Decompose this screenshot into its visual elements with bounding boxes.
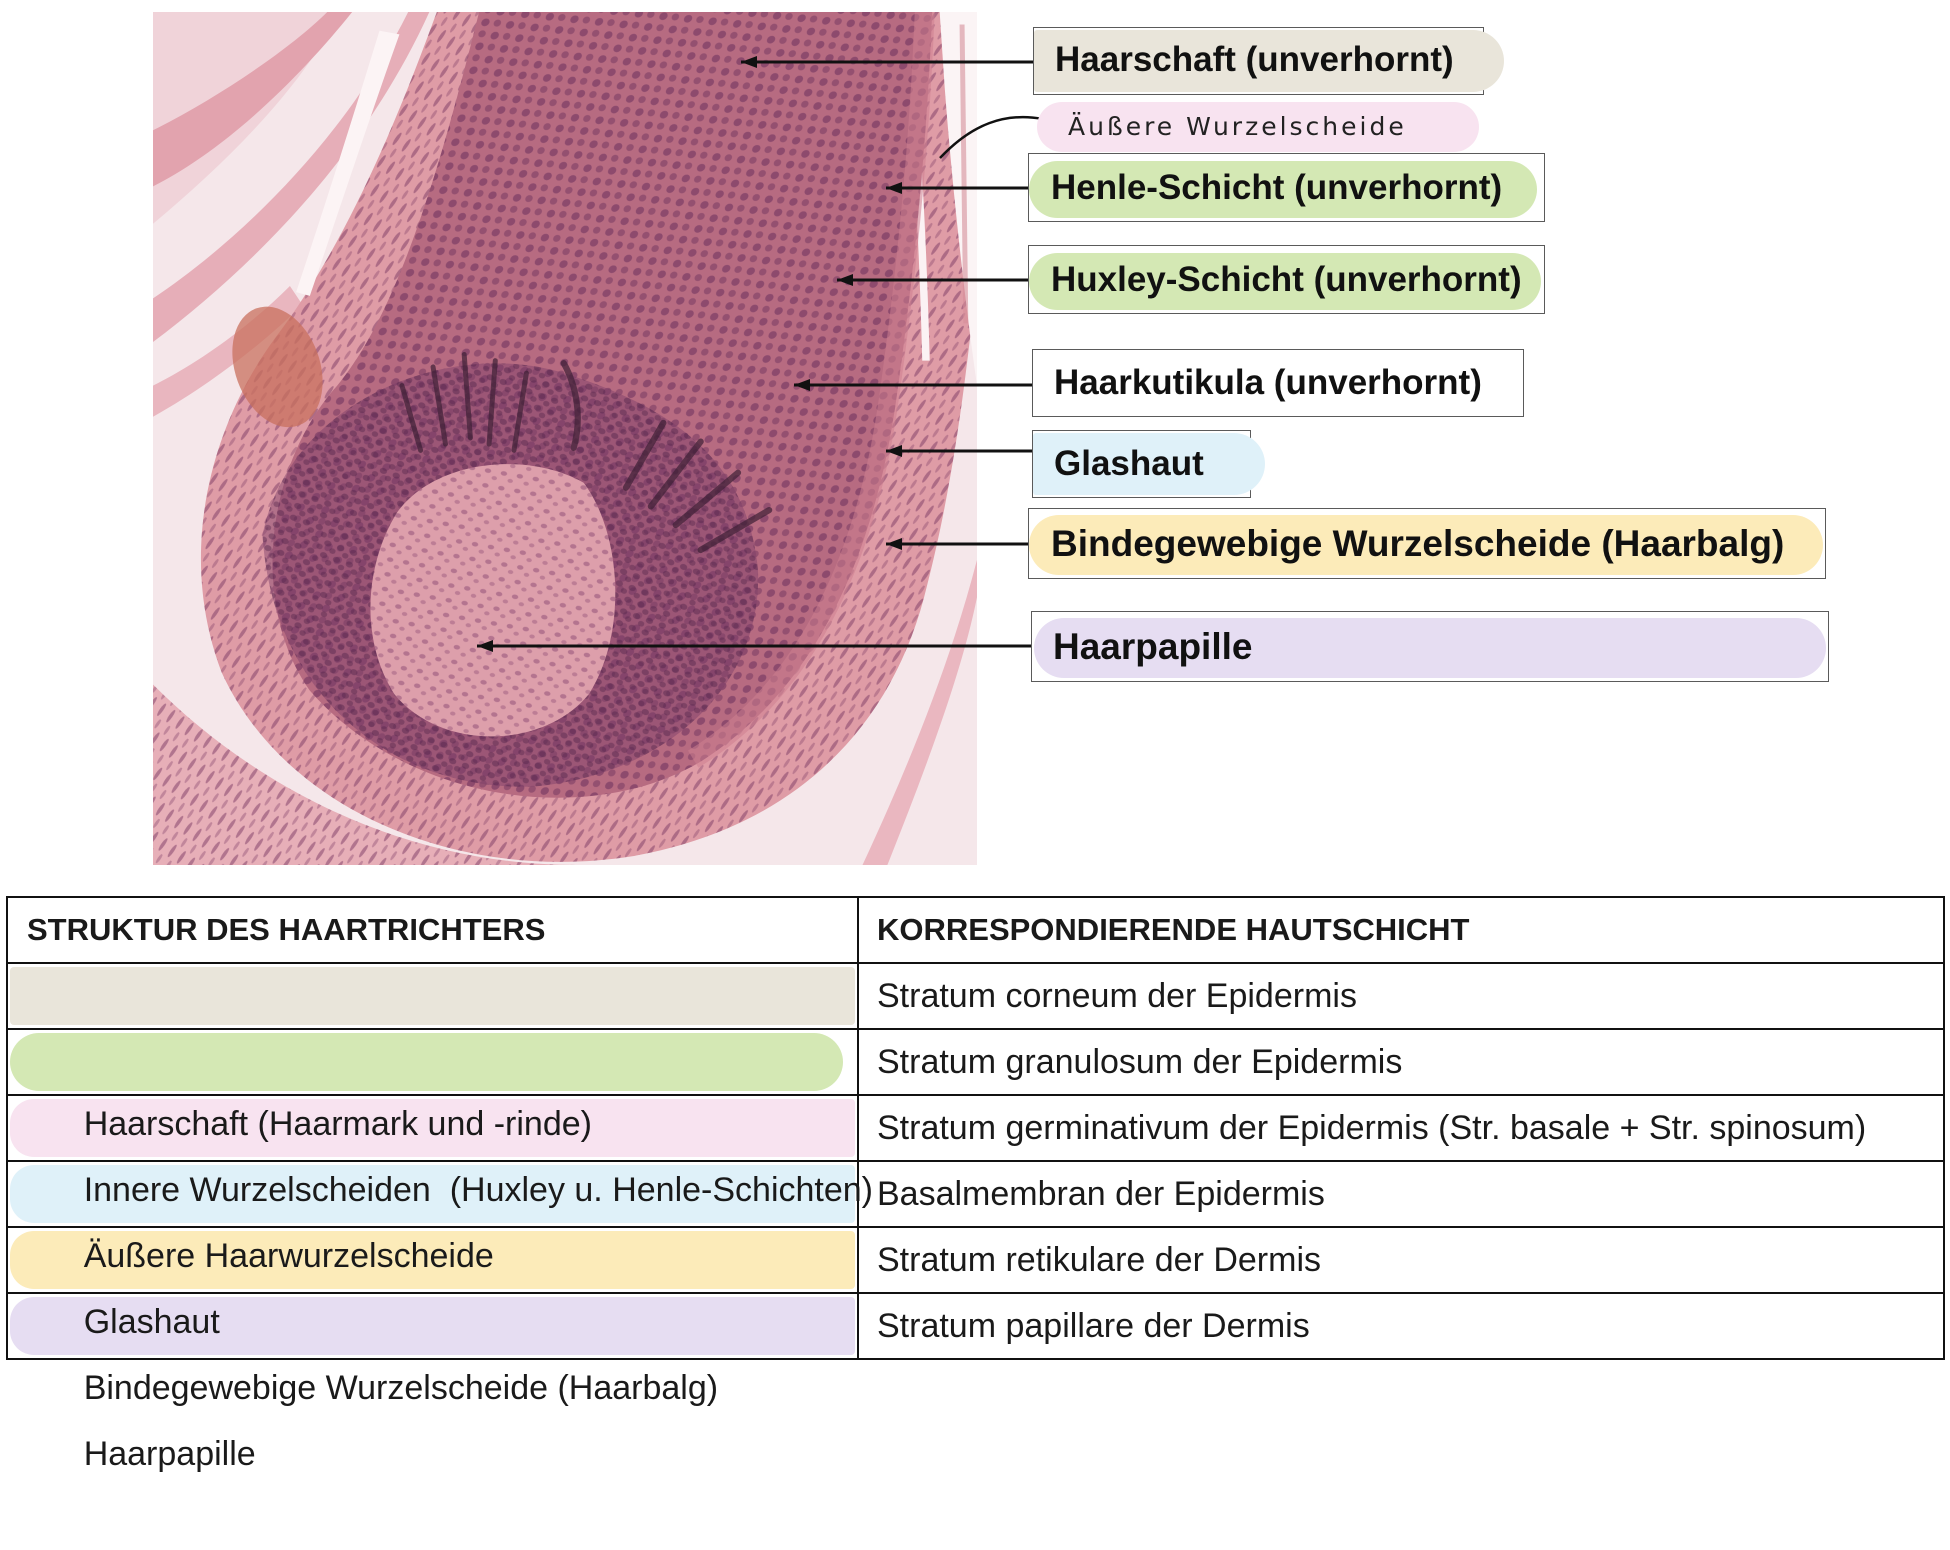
label-text: Glashaut (1054, 444, 1204, 483)
cell-highlight (10, 1099, 855, 1157)
hautschicht-cell: Stratum granulosum der Epidermis (877, 1043, 1403, 1081)
pigment-streaks (399, 351, 773, 554)
table-row: Innere Wurzelscheiden (Huxley u. Henle-S… (8, 1028, 1943, 1209)
label-text: Haarschaft (unverhornt) (1055, 40, 1454, 79)
struktur-cell: Innere Wurzelscheiden (Huxley u. Henle-S… (8, 1030, 873, 1209)
label-huxley-schicht: Huxley-Schicht (unverhornt) (1028, 245, 1545, 314)
label-highlight (1034, 618, 1826, 678)
struktur-cell: Äußere Haarwurzelscheide (8, 1096, 859, 1275)
label-highlight (1034, 30, 1504, 92)
struktur-cell: Haarschaft (Haarmark und -rinde) (8, 964, 859, 1143)
label-glashaut: Glashaut (1032, 430, 1265, 498)
label-highlight (1029, 515, 1823, 575)
hair-papilla (370, 464, 616, 737)
label-henle-schicht: Henle-Schicht (unverhornt) (1028, 153, 1545, 222)
hair-follicle-micrograph (153, 12, 977, 865)
struktur-text: Haarpapille (83, 1435, 256, 1473)
column-header-hautschicht: KORRESPONDIERENDE HAUTSCHICHT (877, 912, 1470, 947)
label-text: Haarpapille (1053, 626, 1253, 667)
cell-highlight (10, 1033, 843, 1091)
hautschicht-cell: Basalmembran der Epidermis (877, 1175, 1325, 1213)
cell-highlight (10, 1165, 855, 1223)
label-highlight (1033, 433, 1265, 495)
table-row: Äußere Haarwurzelscheide Stratum germina… (8, 1094, 1943, 1275)
hautschicht-cell: Stratum germinativum der Epidermis (Str.… (877, 1109, 1867, 1147)
struktur-text: Innere Wurzelscheiden (Huxley u. Henle-S… (83, 1171, 873, 1209)
comparison-table: STRUKTUR DES HAARTRICHTERS KORRESPONDIER… (6, 896, 1945, 1473)
label-highlight (1029, 161, 1537, 218)
label-haarschaft: Haarschaft (unverhornt) (1033, 27, 1504, 95)
cell-highlight (10, 1297, 855, 1355)
hautschicht-cell: Stratum papillare der Dermis (877, 1307, 1310, 1345)
label-text: Bindegewebige Wurzelscheide (Haarbalg) (1051, 523, 1785, 564)
hautschicht-cell: Stratum retikulare der Dermis (877, 1241, 1322, 1279)
table-row: Haarschaft (Haarmark und -rinde) Stratum… (8, 962, 1943, 1143)
label-haarpapille: Haarpapille (1031, 611, 1829, 682)
label-text: Haarkutikula (unverhornt) (1054, 363, 1482, 402)
label-text: Henle-Schicht (unverhornt) (1051, 168, 1503, 207)
hautschicht-cell: Stratum corneum der Epidermis (877, 977, 1357, 1015)
table-row: Glashaut Basalmembran der Epidermis (8, 1160, 1943, 1341)
cell-highlight (10, 1231, 855, 1289)
table-row: Haarpapille Stratum papillare der Dermis (8, 1292, 1943, 1473)
struktur-text: Äußere Haarwurzelscheide (83, 1237, 494, 1275)
struktur-text: Glashaut (83, 1303, 220, 1341)
label-aeussere-wurzelscheide: Äußere Wurzelscheide (1037, 102, 1479, 152)
column-header-struktur: STRUKTUR DES HAARTRICHTERS (8, 898, 859, 962)
label-haarkutikula: Haarkutikula (unverhornt) (1032, 349, 1524, 417)
struktur-cell: Glashaut (8, 1162, 859, 1341)
struktur-text: Bindegewebige Wurzelscheide (Haarbalg) (83, 1369, 719, 1407)
label-text: Äußere Wurzelscheide (1068, 112, 1407, 141)
label-highlight (1029, 253, 1541, 310)
label-text: Huxley-Schicht (unverhornt) (1051, 260, 1522, 299)
struktur-text: Haarschaft (Haarmark und -rinde) (83, 1105, 592, 1143)
cell-highlight (10, 967, 855, 1025)
table-header-row: STRUKTUR DES HAARTRICHTERS KORRESPONDIER… (8, 898, 1943, 962)
label-bindegewebige-wurzelscheide: Bindegewebige Wurzelscheide (Haarbalg) (1028, 508, 1826, 579)
